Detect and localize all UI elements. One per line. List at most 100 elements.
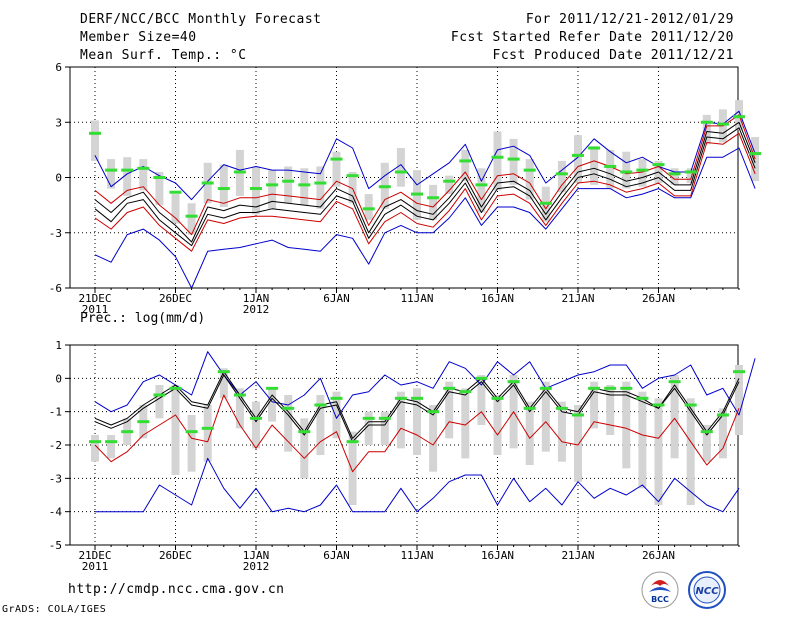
temp-ensemble-bar	[509, 138, 518, 185]
temp-mean-marker	[378, 185, 391, 189]
prec-mean-marker	[523, 406, 536, 410]
source-url[interactable]: http://cmdp.ncc.cma.gov.cn	[68, 582, 285, 597]
prec-max-line	[94, 351, 756, 419]
prec-mean-marker	[137, 420, 150, 424]
prec-mean-marker	[459, 390, 472, 394]
prec-mean-marker	[394, 396, 407, 400]
prec-ensemble-bar	[268, 388, 277, 422]
temp-mean-marker	[298, 183, 311, 187]
prec-mean-marker	[346, 440, 359, 444]
temp-mean-marker	[105, 168, 118, 172]
temp-ensemble-bar	[332, 151, 341, 187]
temp-xtick-label: 6JAN	[323, 292, 350, 305]
prec-ytick-label: -3	[49, 472, 62, 485]
prec-xtick-label: 16JAN	[481, 549, 514, 562]
prec-xtick-label: 1JAN	[243, 549, 270, 562]
temp-mean-marker	[749, 152, 762, 156]
prec-mean-marker	[250, 416, 262, 420]
temp-mean-marker	[346, 174, 359, 178]
temp-xtick-label: 21JAN	[561, 292, 594, 305]
temp-ensemble-bar	[429, 184, 438, 220]
prec-ensemble-bar	[654, 398, 663, 505]
temp-mean-marker	[555, 172, 568, 176]
prec-ensemble-bar	[429, 405, 438, 472]
temp-min-line	[94, 147, 756, 289]
temp-mean-marker	[169, 190, 182, 194]
prec-mean-marker	[314, 403, 327, 407]
prec-ensemble-bar	[332, 391, 341, 439]
temp-mean-marker	[250, 187, 262, 191]
prec-ensemble-bar	[461, 388, 470, 459]
prec-mean-marker	[298, 430, 311, 434]
temp-ensemble-bar	[396, 148, 405, 187]
temp-ensemble-bar	[461, 149, 470, 182]
temp-ensemble-bar	[348, 171, 357, 204]
prec-ensemble-bar	[622, 381, 631, 469]
prec-mean-marker	[491, 396, 504, 400]
temp-mean-marker	[588, 146, 601, 150]
temp-mean-marker	[636, 168, 649, 172]
forecast-produced-date: Fcst Produced Date 2011/12/21	[492, 48, 734, 63]
temp-ensemble-bar	[155, 171, 164, 206]
temp-mean-marker	[716, 122, 729, 126]
prec-ensemble-bar	[396, 391, 405, 449]
prec-mean-marker	[169, 386, 182, 390]
temp-mean-marker	[733, 115, 745, 119]
prec-ensemble-bar	[348, 431, 357, 505]
prec-mean-marker	[507, 380, 520, 384]
temp-mean-marker	[427, 196, 440, 200]
temp-mean-marker	[620, 170, 633, 174]
temp-mean-marker	[491, 155, 504, 159]
prec-mean-marker	[684, 403, 697, 407]
temp-mean-marker	[684, 170, 697, 174]
prec-ensemble-bar	[300, 418, 309, 479]
prec-ensemble-bar	[541, 381, 550, 452]
prec-min-line	[95, 457, 740, 513]
temp-mean-marker	[523, 168, 536, 172]
prec-median-line-2	[94, 374, 740, 443]
temp-ensemble-bar	[638, 159, 647, 187]
prec-ensemble-bar	[735, 365, 743, 435]
temp-ensemble-bar	[284, 166, 293, 204]
temp-mean-marker	[459, 159, 472, 163]
temp-mean-marker	[604, 164, 617, 168]
prec-ensemble-bar	[557, 401, 566, 462]
prec-ensemble-bar	[252, 401, 260, 449]
prec-mean-marker	[716, 413, 729, 417]
prec-ytick-label: -4	[49, 506, 63, 519]
prec-ensemble-bar	[493, 395, 502, 455]
prec-mean-marker	[427, 410, 440, 414]
prec-mean-marker	[233, 393, 246, 397]
temp-mean-marker	[652, 163, 665, 167]
prec-ensemble-bar	[203, 405, 212, 462]
temp-ensemble-bar	[364, 194, 373, 220]
prec-ensemble-bar	[590, 381, 599, 429]
prec-ensemble-bar	[155, 385, 164, 419]
prec-mean-marker	[185, 430, 198, 434]
temp-ensemble-bar	[670, 168, 679, 185]
prec-ensemble-bar	[364, 411, 373, 445]
temp-mean-marker	[137, 166, 150, 170]
prec-ensemble-bar	[316, 395, 325, 455]
temp-mean-marker	[411, 192, 423, 196]
temp-ensemble-bar	[123, 157, 132, 196]
temp-ensemble-bar	[557, 160, 566, 193]
prec-xtick-label: 6JAN	[323, 549, 350, 562]
temp-ensemble-bar	[187, 203, 196, 235]
prec-mean-marker	[89, 440, 101, 444]
temp-ensemble-bar	[91, 120, 99, 161]
prec-median-line-1	[94, 371, 740, 439]
temp-ensemble-bar	[107, 159, 116, 189]
prec-ensemble-bar	[686, 398, 695, 505]
grads-credit: GrADS: COLA/IGES	[2, 604, 107, 615]
prec-ensemble-bar	[638, 391, 647, 489]
prec-ensemble-bar	[91, 435, 99, 462]
temp-mean-marker	[201, 181, 214, 185]
temp-ensemble-bar	[525, 159, 534, 200]
prec-ensemble-bar	[413, 388, 421, 455]
temp-mean-marker	[330, 157, 343, 161]
prec-ensemble-bar	[445, 381, 454, 439]
temp-mean-marker	[282, 179, 295, 183]
